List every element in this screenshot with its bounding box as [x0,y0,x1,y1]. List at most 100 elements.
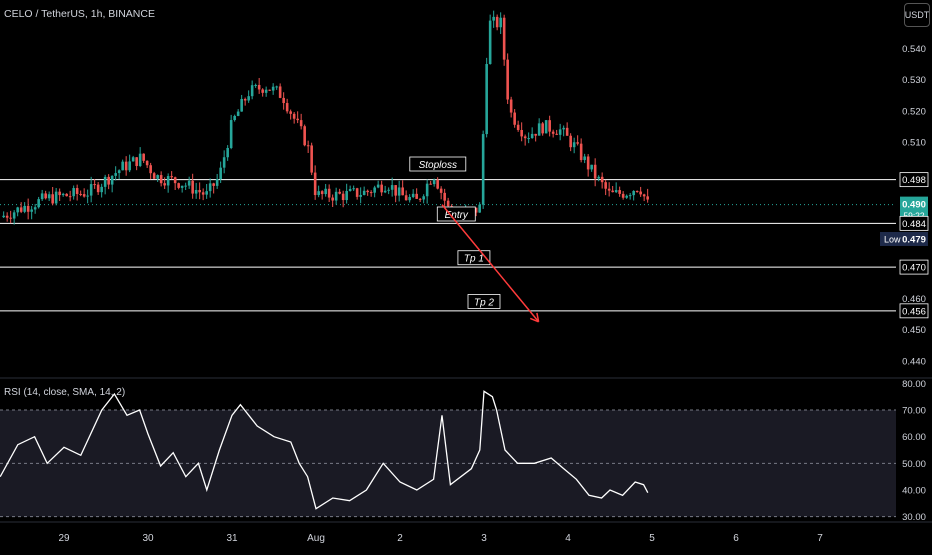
candle-body [534,133,537,136]
currency-button[interactable]: USDT [904,3,930,27]
candle-body [607,188,611,191]
candle-body [366,190,369,193]
price-label-text: 0.484 [902,219,926,230]
time-axis[interactable]: 29 30 31 Aug 2 3 4 5 6 7 [58,533,823,544]
candle-body [173,177,177,184]
candle-body [369,192,373,194]
candle [369,190,373,197]
candle-body [264,89,268,93]
candle [348,185,352,192]
rsi-title[interactable]: RSI (14, close, SMA, 14, 2) [4,387,126,398]
candle [152,171,156,179]
candle-body [583,156,586,161]
candle-body [390,185,394,190]
candle [58,188,61,201]
candle [373,185,376,198]
candle [240,94,243,112]
candle-body [68,196,72,198]
candle-body [576,142,579,144]
candle-body [397,187,401,196]
candle-body [103,176,107,187]
candle-body [79,193,82,195]
candle-body [257,84,261,90]
candle-body [579,143,583,161]
candle-body [474,207,478,213]
candle [285,98,289,114]
candle-body [562,127,565,130]
candle-body [275,86,278,88]
candle [376,180,380,189]
candle [44,190,47,200]
candle [485,57,488,138]
candle [138,147,142,168]
candle [625,194,628,199]
candle-body [198,189,201,193]
candle [30,206,33,220]
annotation-tp-2: Tp 2 [467,294,501,309]
candle-body [572,142,576,148]
price-label-text: 0.490 [902,200,926,211]
time-tick-label: 30 [142,533,154,544]
candle-body [513,112,516,125]
candle-body [327,188,331,198]
candle [443,188,446,208]
candle-body [131,157,135,162]
candle [362,186,366,196]
price-label-text: 0.498 [902,175,926,186]
candle [299,113,303,130]
price-label-box [899,303,929,319]
candle [534,133,537,142]
candle [173,176,177,191]
candle [600,172,604,189]
candle [509,96,513,118]
candle [96,182,100,195]
rsi-tick-label: 30.00 [902,512,926,523]
candle-body [124,161,128,171]
candle-body [5,215,9,218]
candle [366,189,369,196]
candle-body [254,84,257,86]
price-label-box [880,231,928,246]
candle [537,118,541,136]
candle [310,142,313,176]
candle [54,187,58,206]
candle [611,185,614,193]
candle-body [65,193,68,197]
annotation-tp-1: Tp 1 [457,250,491,266]
candle [488,14,492,65]
candle [72,185,75,200]
candle [306,140,310,153]
candle [474,207,478,217]
candle-body [159,175,163,184]
candle-body [432,179,436,185]
candle [331,194,334,207]
candle [492,10,495,28]
price-axis[interactable]: 0.540 0.530 0.520 0.510 0.460 0.450 0.440 0.498… [0,44,932,523]
candle [163,177,166,189]
candle [411,189,415,199]
candle-body [569,135,572,148]
rsi-tick-label: 50.00 [902,459,926,470]
candle-body [439,188,443,193]
candle-body [611,190,614,193]
time-tick-label: 31 [226,533,238,544]
candle [502,14,506,66]
candle [390,177,394,197]
price-label-text: 0.470 [902,263,926,274]
candle [404,190,408,201]
candle [37,196,40,209]
candle [576,135,579,146]
candle-body [520,129,523,137]
symbol-title[interactable]: CELO / TetherUS, 1h, BINANCE [4,8,155,20]
candle-body [355,188,359,197]
candle-body [114,173,117,176]
candle [481,130,485,209]
candle-body [233,115,236,121]
candle [149,162,152,180]
rsi-tick-label: 60.00 [902,432,926,443]
candle [121,159,124,171]
candle [516,120,520,132]
annotation-stoploss: Stoploss [409,156,467,172]
